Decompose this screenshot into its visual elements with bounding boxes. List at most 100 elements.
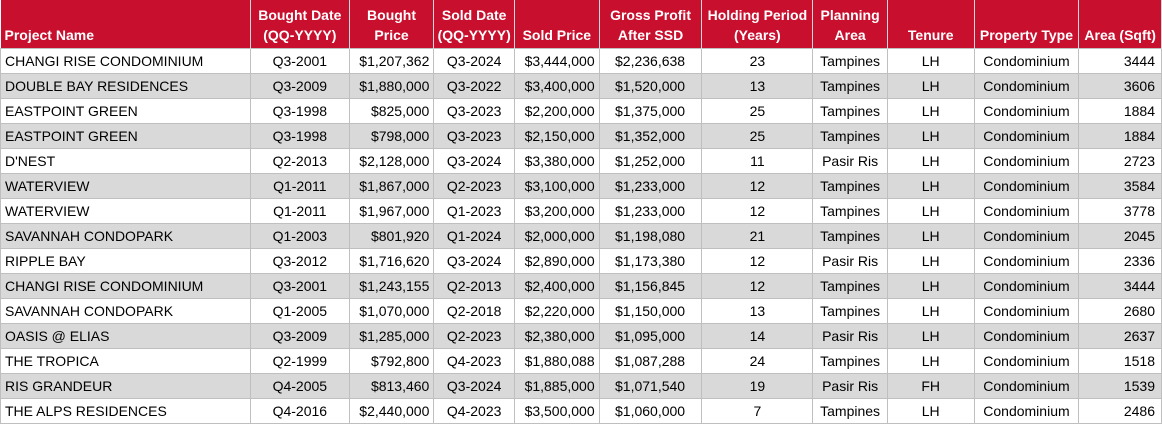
cell-planning-area: Pasir Ris — [812, 372, 888, 399]
cell-tenure: LH — [886, 197, 975, 224]
cell-bought-date: Q1-2011 — [249, 197, 350, 224]
cell-bought-price: $2,440,000 — [348, 397, 435, 424]
cell-project-name: CHANGI RISE CONDOMINIUM — [0, 47, 251, 74]
cell-gross-profit: $1,233,000 — [598, 172, 703, 199]
cell-gross-profit: $1,198,080 — [598, 222, 703, 249]
cell-project-name: WATERVIEW — [0, 172, 251, 199]
cell-bought-date: Q3-1998 — [249, 122, 350, 149]
column-header-line: Gross Profit — [610, 6, 691, 23]
cell-tenure: LH — [886, 72, 975, 99]
cell-bought-price: $792,800 — [348, 347, 435, 374]
cell-bought-date: Q3-2009 — [249, 72, 350, 99]
cell-sold-price: $2,220,000 — [513, 297, 600, 324]
table-row: DOUBLE BAY RESIDENCES Q3-2009 $1,880,000 Q3… — [0, 72, 1162, 99]
cell-tenure: LH — [886, 222, 975, 249]
cell-project-name: THE ALPS RESIDENCES — [0, 397, 251, 424]
cell-area-sqft: 3778 — [1078, 197, 1162, 224]
table-row: THE TROPICA Q2-1999 $792,800 Q4-2023 $1,880,… — [0, 347, 1162, 374]
table-body: CHANGI RISE CONDOMINIUM Q3-2001 $1,207,362… — [0, 47, 1162, 424]
cell-project-name: SAVANNAH CONDOPARK — [0, 222, 251, 249]
cell-planning-area: Tampines — [812, 297, 888, 324]
cell-project-name: OASIS @ ELIAS — [0, 322, 251, 349]
cell-bought-date: Q4-2005 — [249, 372, 350, 399]
cell-bought-price: $1,716,620 — [348, 247, 435, 274]
cell-sold-price: $3,400,000 — [513, 72, 600, 99]
cell-gross-profit: $1,060,000 — [598, 397, 703, 424]
cell-gross-profit: $1,252,000 — [598, 147, 703, 174]
cell-project-name: WATERVIEW — [0, 197, 251, 224]
cell-bought-date: Q1-2005 — [249, 297, 350, 324]
column-header-area-sqft: Area (Sqft) — [1078, 0, 1162, 48]
cell-project-name: EASTPOINT GREEN — [0, 97, 251, 124]
cell-area-sqft: 2045 — [1078, 222, 1162, 249]
cell-property-type: Condominium — [973, 347, 1080, 374]
cell-tenure: LH — [886, 272, 975, 299]
cell-bought-date: Q3-2001 — [249, 47, 350, 74]
cell-bought-date: Q3-2001 — [249, 272, 350, 299]
cell-property-type: Condominium — [973, 47, 1080, 74]
cell-bought-price: $825,000 — [348, 97, 435, 124]
cell-holding-period: 12 — [701, 172, 814, 199]
cell-area-sqft: 1518 — [1078, 347, 1162, 374]
cell-holding-period: 21 — [701, 222, 814, 249]
cell-planning-area: Tampines — [812, 172, 888, 199]
cell-holding-period: 13 — [701, 72, 814, 99]
cell-project-name: CHANGI RISE CONDOMINIUM — [0, 272, 251, 299]
cell-sold-price: $1,880,088 — [513, 347, 600, 374]
cell-bought-price: $1,880,000 — [348, 72, 435, 99]
cell-planning-area: Tampines — [812, 97, 888, 124]
cell-holding-period: 25 — [701, 97, 814, 124]
cell-sold-date: Q2-2023 — [433, 172, 515, 199]
column-header-line: Project Name — [4, 26, 94, 43]
table-row: CHANGI RISE CONDOMINIUM Q3-2001 $1,207,362… — [0, 47, 1162, 74]
cell-sold-price: $3,380,000 — [513, 147, 600, 174]
cell-area-sqft: 3606 — [1078, 72, 1162, 99]
cell-sold-price: $3,444,000 — [513, 47, 600, 74]
cell-sold-price: $3,200,000 — [513, 197, 600, 224]
cell-sold-date: Q3-2024 — [433, 372, 515, 399]
cell-area-sqft: 1884 — [1078, 122, 1162, 149]
cell-sold-date: Q3-2023 — [433, 122, 515, 149]
cell-tenure: LH — [886, 97, 975, 124]
column-header-sold-date: Sold Date (QQ-YYYY) — [433, 0, 515, 48]
column-header-tenure: Tenure — [887, 0, 975, 48]
cell-holding-period: 7 — [701, 397, 814, 424]
cell-gross-profit: $1,150,000 — [598, 297, 703, 324]
cell-planning-area: Tampines — [812, 397, 888, 424]
cell-gross-profit: $1,375,000 — [598, 97, 703, 124]
table-row: EASTPOINT GREEN Q3-1998 $798,000 Q3-2023 $2,… — [0, 122, 1162, 149]
cell-bought-date: Q1-2003 — [249, 222, 350, 249]
cell-property-type: Condominium — [973, 97, 1080, 124]
cell-project-name: THE TROPICA — [0, 347, 251, 374]
cell-property-type: Condominium — [973, 72, 1080, 99]
cell-project-name: EASTPOINT GREEN — [0, 122, 251, 149]
cell-tenure: LH — [886, 172, 975, 199]
cell-planning-area: Tampines — [812, 72, 888, 99]
cell-property-type: Condominium — [973, 397, 1080, 424]
column-header-line: After SSD — [617, 26, 684, 43]
table-row: OASIS @ ELIAS Q3-2009 $1,285,000 Q2-2023 $2,… — [0, 322, 1162, 349]
cell-holding-period: 24 — [701, 347, 814, 374]
cell-gross-profit: $2,236,638 — [598, 47, 703, 74]
column-header-bought-date: Bought Date (QQ-YYYY) — [250, 0, 350, 48]
cell-gross-profit: $1,173,380 — [598, 247, 703, 274]
cell-planning-area: Pasir Ris — [812, 147, 888, 174]
cell-sold-date: Q1-2023 — [433, 197, 515, 224]
cell-tenure: LH — [886, 47, 975, 74]
header-row: Project Name Bought Date (QQ-YYYY) Bought Pr… — [0, 0, 1162, 48]
column-header-holding-period: Holding Period (Years) — [701, 0, 814, 48]
column-header-line: Bought Date — [258, 6, 342, 23]
cell-gross-profit: $1,352,000 — [598, 122, 703, 149]
cell-area-sqft: 3444 — [1078, 272, 1162, 299]
table-row: D'NEST Q2-2013 $2,128,000 Q3-2024 $3,380,000… — [0, 147, 1162, 174]
cell-area-sqft: 2486 — [1078, 397, 1162, 424]
cell-gross-profit: $1,071,540 — [598, 372, 703, 399]
cell-project-name: RIPPLE BAY — [0, 247, 251, 274]
cell-planning-area: Tampines — [812, 122, 888, 149]
cell-bought-price: $801,920 — [348, 222, 435, 249]
cell-bought-date: Q2-1999 — [249, 347, 350, 374]
cell-sold-price: $2,000,000 — [513, 222, 600, 249]
cell-sold-date: Q3-2024 — [433, 247, 515, 274]
cell-sold-date: Q3-2022 — [433, 72, 515, 99]
cell-area-sqft: 3584 — [1078, 172, 1162, 199]
